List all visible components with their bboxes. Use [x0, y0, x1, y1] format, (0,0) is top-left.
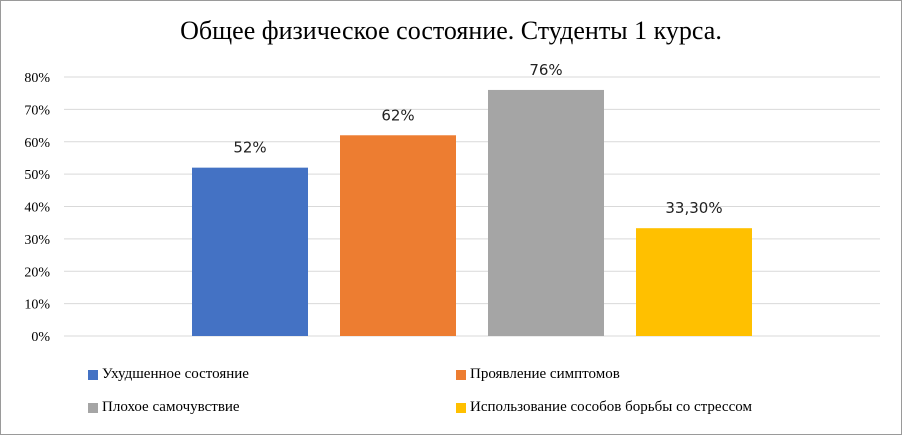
legend-swatch-2 [88, 402, 98, 413]
bar [636, 228, 752, 336]
bar [488, 89, 604, 336]
legend-item-3: Использование сособов борьбы со стрессом [456, 399, 752, 416]
data-label: 62% [381, 106, 414, 124]
chart-plot: 0% 10% 20% 30% 40% 50% 60% 70% 80% 52% 62% 76% 33,30… [24, 61, 880, 345]
legend-item-0: Ухудшенное состояние [88, 366, 249, 383]
chart-title: Общее физическое состояние. Студенты 1 к… [180, 16, 722, 45]
y-tick-label: 80% [24, 71, 50, 86]
legend-label-3: Использование сособов борьбы со стрессом [470, 399, 752, 415]
legend-label-0: Ухудшенное состояние [102, 366, 249, 382]
legend-item-2: Плохое самочувствие [88, 399, 240, 416]
bar [192, 167, 308, 336]
y-tick-label: 0% [31, 330, 50, 345]
chart-legend: Ухудшенное состояние Проявление симптомо… [88, 364, 868, 424]
legend-label-1: Проявление симптомов [470, 366, 620, 382]
data-label: 33,30% [665, 199, 722, 217]
data-label: 52% [233, 139, 266, 157]
legend-item-1: Проявление симптомов [456, 366, 620, 383]
y-tick-label: 60% [24, 136, 50, 151]
y-tick-label: 10% [24, 298, 50, 313]
y-tick-label: 70% [24, 103, 50, 118]
legend-swatch-1 [456, 369, 466, 380]
y-tick-label: 40% [24, 201, 50, 216]
y-tick-label: 20% [24, 265, 50, 280]
y-tick-label: 50% [24, 168, 50, 183]
y-tick-label: 30% [24, 233, 50, 248]
data-label: 76% [529, 61, 562, 79]
legend-swatch-0 [88, 369, 98, 380]
legend-swatch-3 [456, 402, 466, 413]
legend-label-2: Плохое самочувствие [102, 399, 240, 415]
bar [340, 135, 456, 336]
